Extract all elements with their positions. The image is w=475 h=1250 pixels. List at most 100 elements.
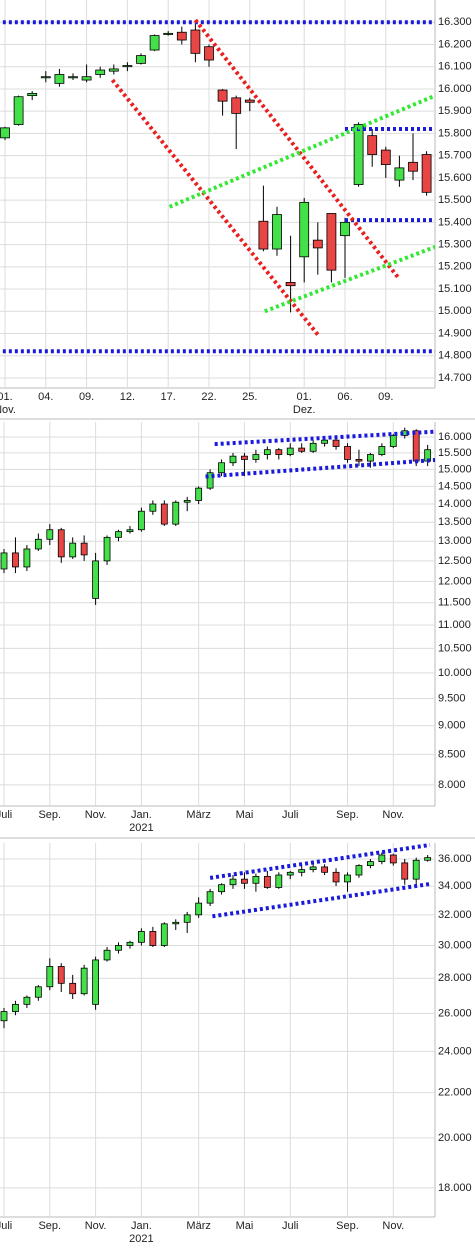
candle-body xyxy=(326,213,337,271)
y-tick-label: 14.700 xyxy=(438,372,472,384)
candle-body xyxy=(0,127,10,139)
candle-body xyxy=(263,876,271,888)
candle-body xyxy=(355,459,363,462)
candle-body xyxy=(136,55,146,64)
y-tick-label: 20.000 xyxy=(438,1132,472,1144)
y-tick-label: 15.400 xyxy=(438,216,472,228)
candle-body xyxy=(217,89,228,102)
y-tick-label: 8.500 xyxy=(438,748,466,760)
candle-body xyxy=(366,454,374,462)
chart: 14.700 14.800 14.900 15.000 15.100 15.200 15.3… xyxy=(0,0,472,416)
candle-body xyxy=(195,487,203,501)
candle-body xyxy=(206,472,214,489)
candle-body xyxy=(332,871,340,883)
candle-body xyxy=(378,854,386,862)
y-tick-label: 18.000 xyxy=(438,1182,472,1194)
candle-body xyxy=(126,529,134,533)
x-tick-label: Mai xyxy=(236,1220,254,1232)
y-tick-label: 14.900 xyxy=(438,327,472,339)
candle-body xyxy=(309,442,317,452)
y-tick-label: 15.800 xyxy=(438,127,472,139)
trend-line xyxy=(110,78,320,336)
x-tick-label: Sep. xyxy=(336,809,359,821)
y-tick-label: 15.000 xyxy=(438,305,472,317)
x-tick-label: 09. xyxy=(378,391,393,403)
candle-body xyxy=(57,529,65,558)
candle-body xyxy=(263,449,271,455)
trend-line xyxy=(209,843,431,880)
candle-body xyxy=(126,941,134,946)
candle-body xyxy=(258,220,269,250)
candle-body xyxy=(81,76,92,81)
candle-body xyxy=(286,871,294,876)
candle-body xyxy=(218,884,225,893)
trend-line xyxy=(193,18,401,281)
y-tick-label: 11.500 xyxy=(438,597,471,609)
candle-body xyxy=(183,500,191,503)
y-tick-label: 32.000 xyxy=(438,909,472,921)
x-tick-label: Nov. xyxy=(382,809,404,821)
x-tick-label: Nov. xyxy=(382,1220,404,1232)
trend-line xyxy=(168,93,435,209)
y-tick-label: 12.500 xyxy=(438,555,472,567)
candle-body xyxy=(244,99,255,103)
y-tick-label: 13.000 xyxy=(438,535,472,547)
candle-body xyxy=(312,239,323,249)
y-tick-label: 13.500 xyxy=(438,516,472,528)
candle-body xyxy=(12,552,19,568)
candle-body xyxy=(309,866,317,871)
candle-body xyxy=(332,439,340,447)
y-tick-label: 15.100 xyxy=(438,283,472,295)
candle-body xyxy=(252,454,260,460)
candle-body xyxy=(241,878,248,884)
candle-body xyxy=(92,959,99,1005)
candle-body xyxy=(344,446,351,460)
candle-body xyxy=(80,542,88,556)
candle-body xyxy=(108,68,119,72)
candle-body xyxy=(231,97,242,114)
candle-body xyxy=(401,862,409,880)
candle-body xyxy=(80,967,88,995)
candle-body xyxy=(46,529,54,540)
x-tick-label: März xyxy=(186,1220,210,1232)
y-tick-label: 10.000 xyxy=(438,667,472,679)
candle-body xyxy=(149,931,157,946)
x-tick-label: März xyxy=(186,809,210,821)
candle-body xyxy=(68,76,78,79)
candle-body xyxy=(0,552,8,570)
candle-body xyxy=(69,982,77,995)
y-tick-label: 9.500 xyxy=(438,693,466,705)
candle-body xyxy=(115,945,122,951)
y-tick-label: 16.300 xyxy=(438,16,472,28)
y-tick-label: 16.000 xyxy=(438,431,472,443)
candle-body xyxy=(137,931,145,943)
candle-body xyxy=(389,435,397,447)
candle-body xyxy=(34,538,42,550)
x-tick-label: Jan. xyxy=(131,1220,152,1232)
candle-body xyxy=(285,281,296,287)
candle-body xyxy=(412,430,420,462)
x-tick-label: 09. xyxy=(79,391,94,403)
candle-body xyxy=(183,914,191,923)
candle-body xyxy=(172,921,180,925)
candle-body xyxy=(229,878,237,886)
candle-body xyxy=(366,861,374,866)
x-tick-label: Juli xyxy=(0,1220,12,1232)
candle-body xyxy=(160,923,168,946)
y-tick-label: 15.500 xyxy=(438,194,472,206)
y-tick-label: 15.600 xyxy=(438,172,472,184)
candle-body xyxy=(286,447,294,455)
x-tick-label: Sep. xyxy=(38,1220,61,1232)
y-tick-label: 12.000 xyxy=(438,575,472,587)
candle-body xyxy=(103,536,111,562)
x-tick-label: 25. xyxy=(242,391,257,403)
x-tick-sublabel: Nov. xyxy=(0,404,16,416)
candle-body xyxy=(46,966,54,988)
candle-body xyxy=(389,854,397,864)
x-tick-label: 01. xyxy=(297,391,312,403)
y-tick-label: 15.300 xyxy=(438,238,472,250)
trend-line xyxy=(212,882,431,919)
candle-body xyxy=(424,857,432,861)
candle-body xyxy=(321,866,329,873)
candle-body xyxy=(190,29,201,54)
